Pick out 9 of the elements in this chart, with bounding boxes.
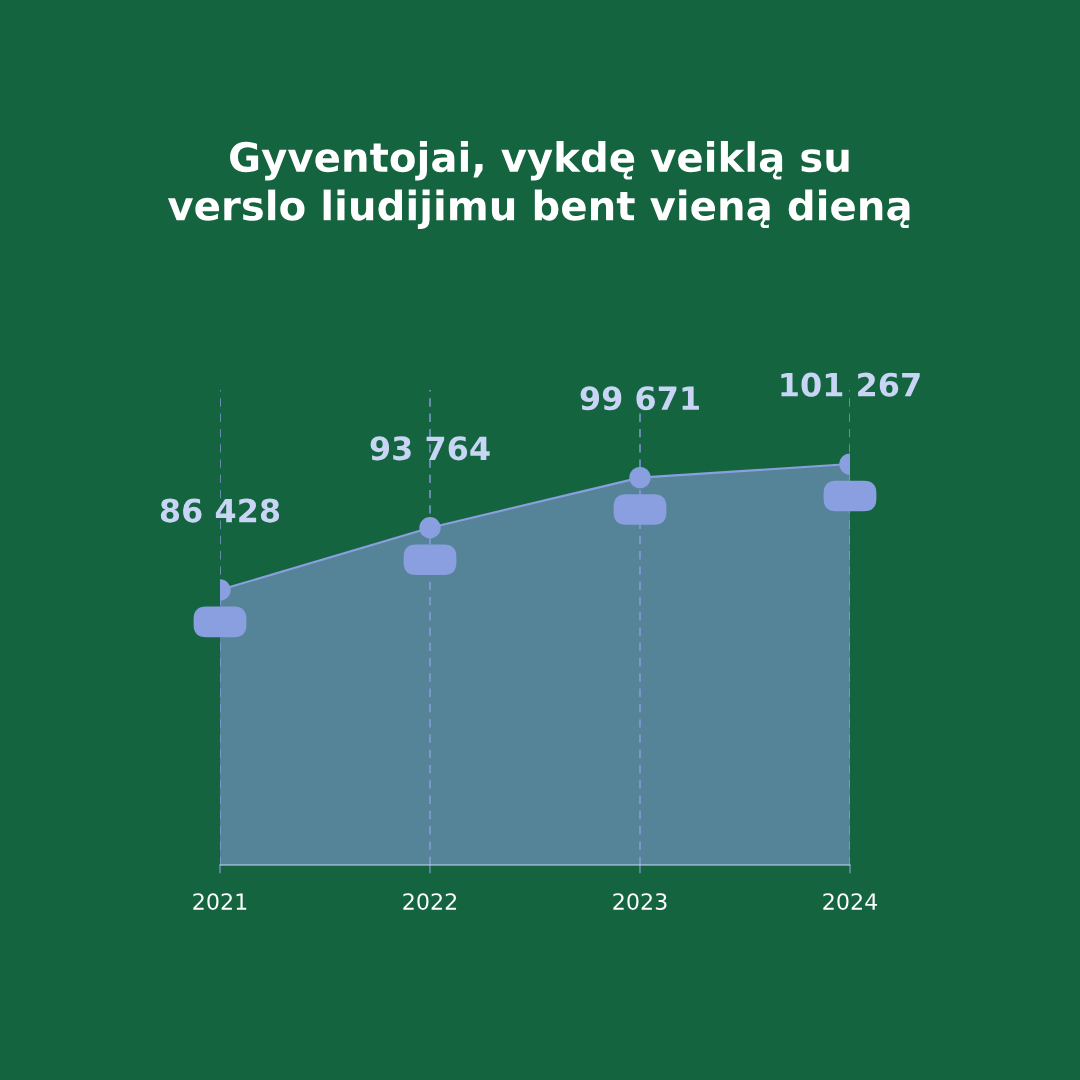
x-tick-label: 2023 xyxy=(613,893,667,910)
chart-title: Gyventojai, vykdę veiklą su verslo liudijimu bent vieną dieną xyxy=(167,141,910,229)
data-label: 86 428 xyxy=(160,498,280,523)
x-tick-label: 2022 xyxy=(403,893,457,910)
data-label: 99 671 xyxy=(580,386,699,411)
data-label: 93 764 xyxy=(370,436,490,461)
x-tick-label: 2024 xyxy=(823,893,878,910)
x-tick-label: 2021 xyxy=(193,893,247,910)
data-label: 101 267 xyxy=(781,372,920,397)
